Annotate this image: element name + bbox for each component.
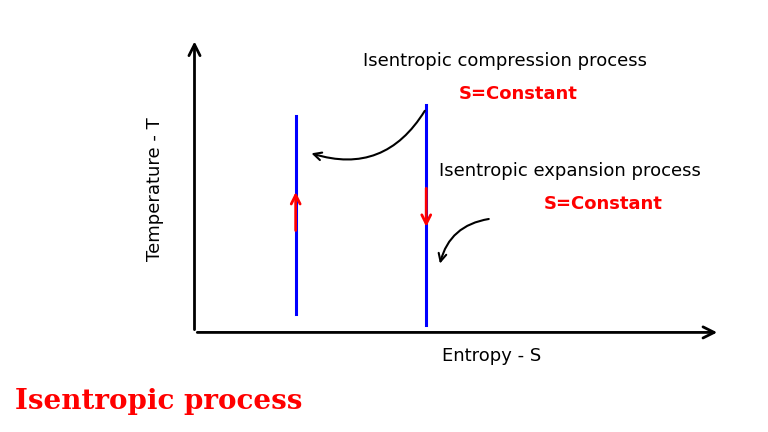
Text: Entropy - S: Entropy - S xyxy=(442,347,541,365)
Text: Isentropic process: Isentropic process xyxy=(15,388,303,415)
Text: S=Constant: S=Constant xyxy=(544,195,663,213)
Text: S=Constant: S=Constant xyxy=(458,85,578,103)
Text: Isentropic expansion process: Isentropic expansion process xyxy=(439,162,700,180)
Text: Temperature - T: Temperature - T xyxy=(147,118,164,261)
Text: Isentropic compression process: Isentropic compression process xyxy=(362,52,647,70)
